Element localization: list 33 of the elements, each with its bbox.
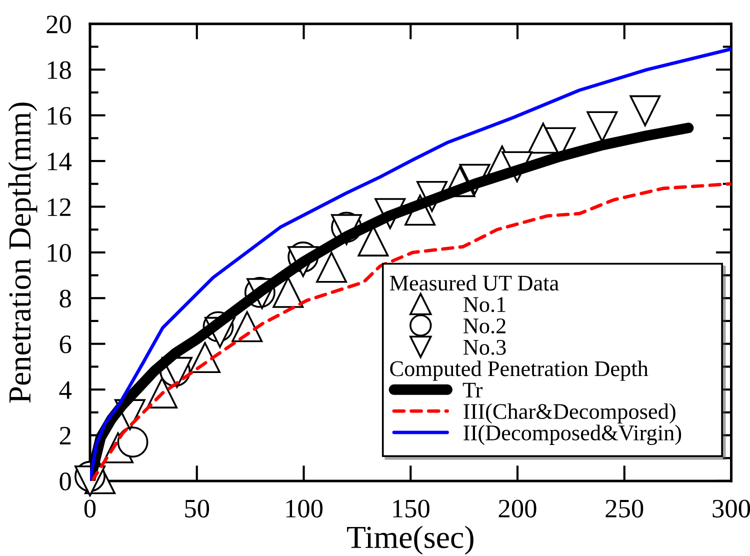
x-tick-label: 0 [84,500,96,518]
x-tick-label: 300 [712,500,750,518]
x-tick-label: 250 [606,500,644,518]
x-axis-title: Time(sec) [347,526,474,555]
point [272,276,304,308]
y-tick-label: 4 [59,381,72,399]
x-tick-label: 50 [185,500,210,518]
y-tick-label: 8 [60,290,71,308]
y-tick-label: 14 [48,152,72,170]
y-tick-label: 16 [48,106,72,125]
y-tick-label: 12 [48,198,70,216]
legend-label: III(Char&Decomposed) [464,403,676,424]
y-tick-label: 10 [48,244,71,262]
point [316,252,348,283]
point [586,111,618,142]
y-tick-label: 6 [60,336,72,354]
y-tick-label: 18 [48,61,71,80]
point [117,426,148,458]
legend-label: Tr [462,382,482,398]
y-axis-title: Penetration Depth(mm) [8,102,38,403]
legend-label: No.3 [463,340,506,355]
y-tick-label: 2 [60,426,70,444]
legend-label: II(Decomposed&Virgin) [464,424,682,446]
annotation: Measured UT Data [390,274,559,291]
legend-label: No.2 [463,318,506,334]
y-tick-label: 0 [60,472,71,490]
y-tick-label: 20 [46,16,71,34]
legend-label: No.1 [463,297,506,312]
x-tick-label: 150 [393,500,430,518]
point [630,95,661,126]
annotation: Computed Penetration Depth [390,360,648,381]
x-tick-label: 200 [498,500,536,518]
x-tick-label: 100 [286,500,323,518]
